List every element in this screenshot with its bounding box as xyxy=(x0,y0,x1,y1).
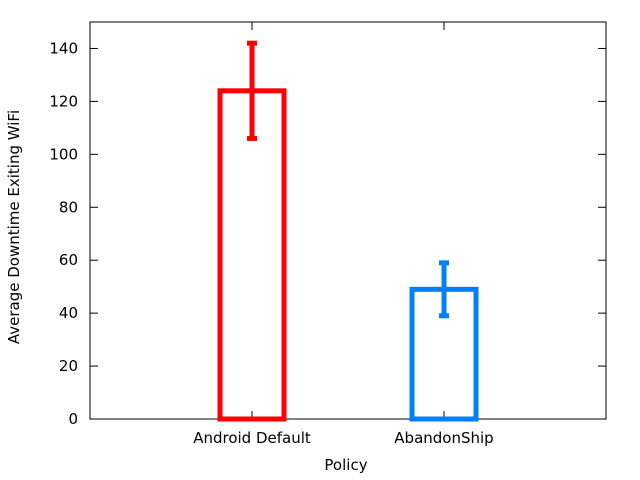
y-tick-label: 140 xyxy=(49,39,78,57)
y-tick-label: 0 xyxy=(68,410,78,428)
x-tick-label: AbandonShip xyxy=(394,429,493,447)
y-axis-ticks: 0 20 40 60 80 100 120 140 xyxy=(49,39,606,428)
y-tick-label: 120 xyxy=(49,92,78,110)
y-tick-label: 60 xyxy=(59,251,78,269)
y-axis-title: Average Downtime Exiting WiFi xyxy=(5,110,23,344)
bars-group xyxy=(217,40,479,422)
x-axis-ticks: Android Default AbandonShip xyxy=(193,22,494,447)
y-tick-label: 80 xyxy=(59,198,78,216)
y-tick-label: 20 xyxy=(59,357,78,375)
x-tick-label: Android Default xyxy=(193,429,311,447)
y-tick-label: 100 xyxy=(49,145,78,163)
x-axis-title: Policy xyxy=(324,456,367,474)
y-tick-label: 40 xyxy=(59,304,78,322)
plot-area-frame xyxy=(89,21,607,420)
